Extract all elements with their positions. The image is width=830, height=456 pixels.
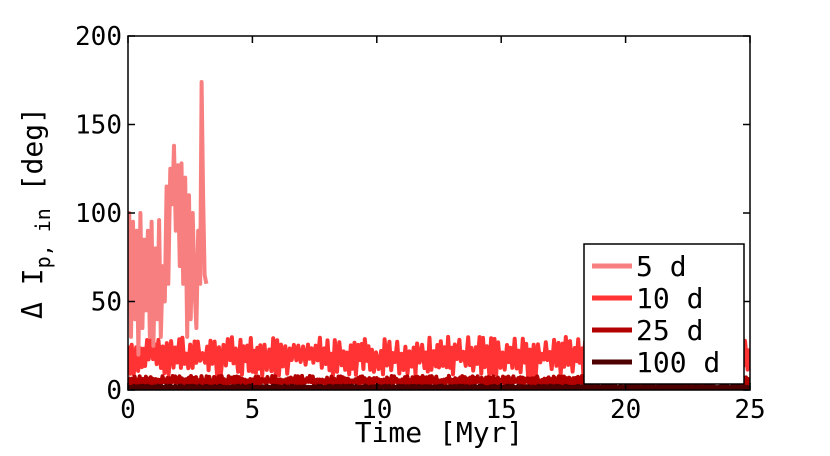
y-tick-label: 200 (75, 22, 122, 52)
legend-label: 5 d (636, 250, 687, 283)
y-axis-label-prefix: Δ I (16, 268, 49, 319)
x-tick-label: 10 (361, 395, 392, 425)
y-tick-label: 50 (91, 288, 122, 318)
series-line-5d (128, 80, 209, 357)
x-tick-label: 15 (486, 395, 517, 425)
y-tick-label: 0 (106, 376, 122, 406)
y-axis-label-unit: [deg] (16, 107, 49, 208)
y-tick-label: 150 (75, 111, 122, 141)
legend-label: 100 d (636, 346, 720, 379)
y-tick-label: 100 (75, 199, 122, 229)
series-line-100d (128, 383, 750, 390)
y-axis-label: Δ Ip, in [deg] (16, 107, 55, 319)
legend-label: 25 d (636, 314, 703, 347)
x-tick-label: 0 (120, 395, 136, 425)
x-tick-label: 25 (734, 395, 765, 425)
legend-label: 10 d (636, 282, 703, 315)
x-tick-label: 20 (610, 395, 641, 425)
y-axis-label-subscript: p, in (31, 208, 55, 268)
x-tick-label: 5 (245, 395, 261, 425)
ticks-layer: 0 5 10 15 20 25 0 50 100 150 200 (75, 22, 766, 425)
x-axis-label: Time [Myr] (355, 416, 524, 449)
